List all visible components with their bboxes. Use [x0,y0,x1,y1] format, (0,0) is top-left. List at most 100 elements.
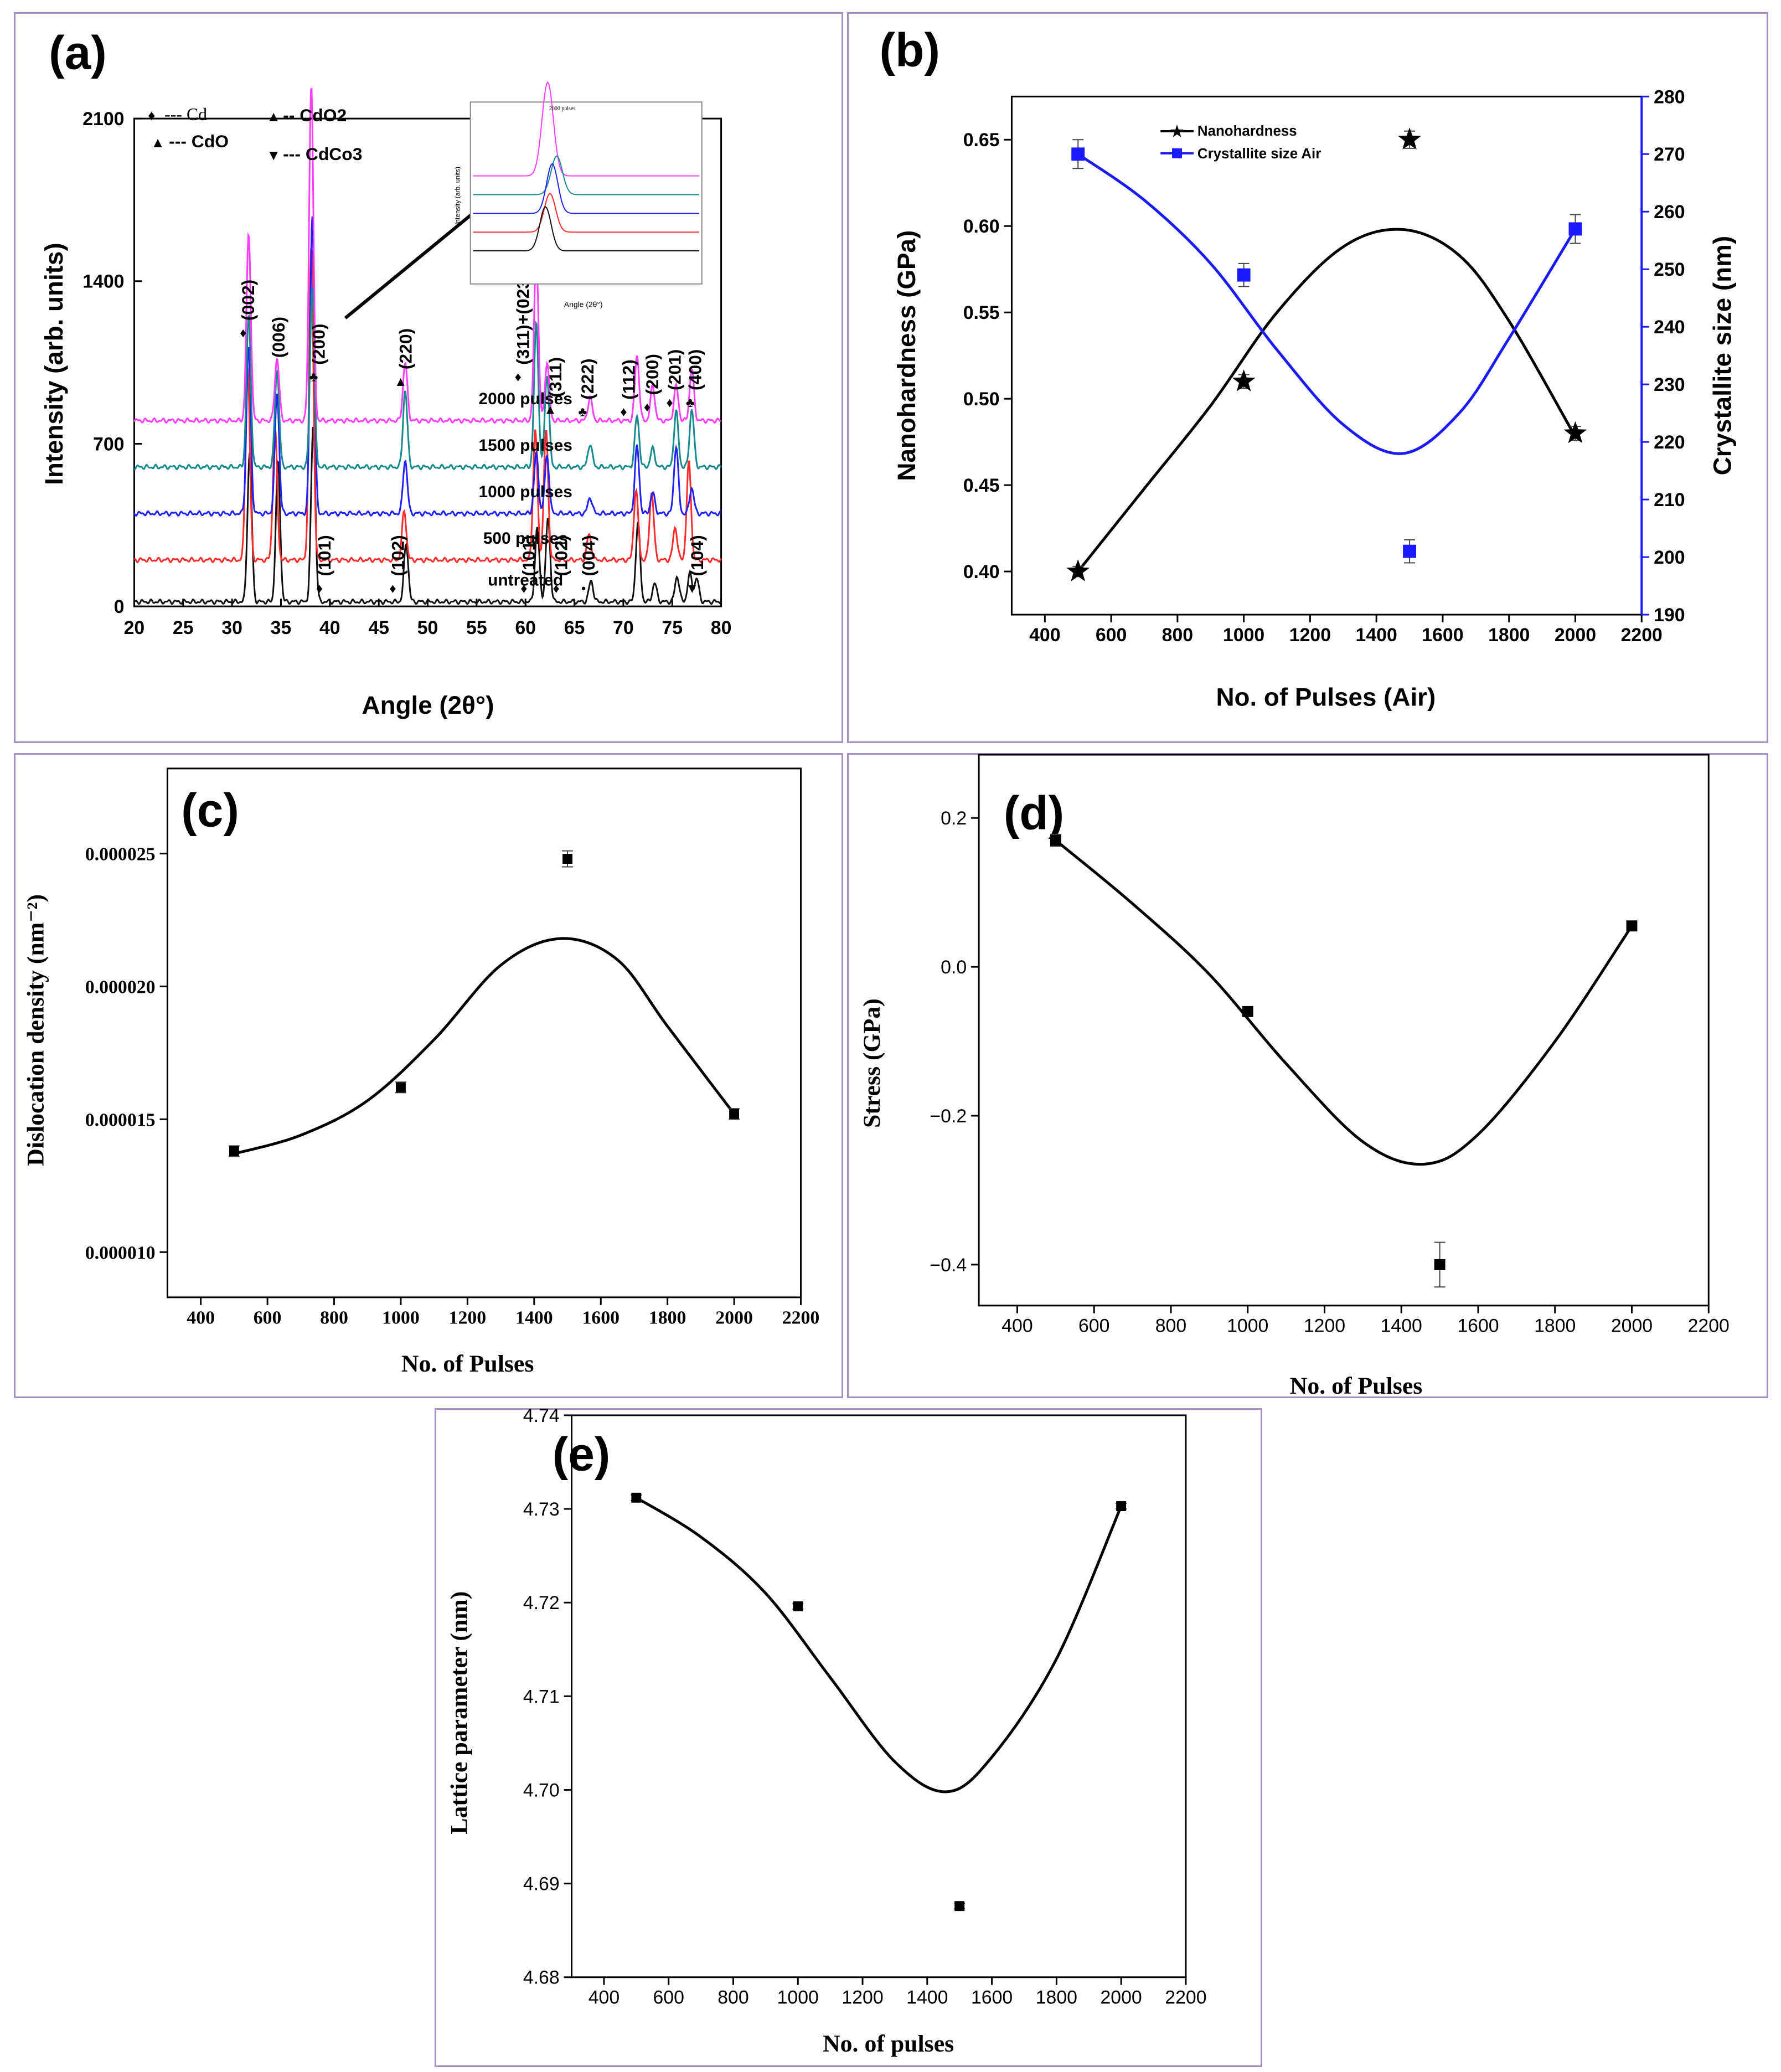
peak-marker: ♦ [240,326,246,341]
data-point [1071,147,1085,161]
x-tick-label: 1200 [842,1987,883,2008]
x-tick-label: 25 [173,617,194,638]
y-tick-label: 1400 [82,271,124,292]
peak-label: (102) [551,535,571,576]
panel-label: (a) [49,27,107,80]
y-ticks: −0.4 −0.2 0.0 0.2 [930,808,979,1276]
peak-marker: ♦ [553,581,560,596]
peak-annotation: (400) ♣ [685,349,705,410]
peak-marker: ▼ [685,581,699,596]
x-tick-label: 400 [588,1987,620,2008]
series-label: 500 pulses [483,529,568,548]
x-tick-label: 400 [1029,625,1060,646]
legend-label: Crystallite size Air [1197,146,1321,162]
fit-curve-0 [636,1496,1123,1793]
series-label: untreated [488,571,563,589]
legend-marker [1172,148,1183,158]
peak-marker: ♣ [578,405,587,420]
panel-label: (b) [880,24,940,77]
x-ticks: 400 600 800 1000 1200 1400 1600 1800 2000 2200 [1029,615,1663,646]
x-tick-label: 2000 [1555,625,1596,646]
peak-label: (104) [687,535,707,576]
peak-annotation: (222) ♣ [577,358,597,419]
x-tick-label: 2200 [1165,1987,1206,2008]
stress-chart: (d) 400 600 800 1000 1200 1400 1600 1800 2000 220… [859,754,1730,1399]
peak-annotation: (311) ▲ [544,357,565,417]
y-axis-label: Dislocation density (nm⁻²) [23,894,49,1166]
x-tick-label: 600 [1078,1316,1109,1337]
data-point [562,854,572,864]
y2-tick-label: 200 [1654,547,1685,568]
xrd-line-3 [134,287,722,471]
x-tick-label: 70 [613,617,634,638]
inset-chart: 2000 pulses Angle (2θ°) Intensity (arb. … [454,81,703,309]
legend: ♦ --- Cd ▲ --- CdO ▲ -- CdO2 ▼ --- CdCo3 [148,105,362,164]
peak-label: (220) [396,328,416,369]
peak-label: (101) [314,535,334,576]
y-tick-label: 0.000015 [85,1110,156,1130]
y-ticks: 0.40 0.45 0.50 0.55 0.60 0.65 [963,130,1012,583]
y2-tick-label: 210 [1654,489,1685,511]
inset-line-4 [473,206,699,252]
peak-marker: • [581,581,586,596]
y-tick-label: 0.000020 [85,977,156,997]
peak-label: (311) [545,357,565,398]
y2-ticks: 190 200 210 220 230 240 250 260 270 280 [1641,86,1685,626]
plot-frame [166,767,802,1298]
x-tick-label: 1800 [1488,625,1530,646]
inset-line-0 [473,81,699,177]
y-axis-label: Intensity (arb. units) [40,243,68,485]
y-tick-label: −0.2 [930,1106,967,1127]
x-tick-label: 1600 [1422,625,1463,646]
peak-annotation: (004) • [579,535,598,596]
panel-a-xrd: (a) 20 25 30 35 40 45 50 55 60 65 70 75 80 0 700 1400 2… [14,12,843,743]
legend-symbol: ▲ [151,135,165,151]
x-tick-label: 1200 [449,1308,487,1328]
y-tick-label: −0.4 [930,1255,967,1276]
series-label: 1000 pulses [479,483,572,501]
y-tick-label: 0.50 [963,389,1000,410]
peak-annotation: (200) ♣ [308,323,328,384]
x-tick-label: 1600 [1457,1316,1499,1337]
peak-label: (006) [269,317,288,358]
x-tick-label: 1600 [582,1308,620,1328]
data-point [793,1601,803,1611]
data-point [1434,1259,1446,1270]
peak-label: (201) [665,349,685,390]
y2-tick-label: 220 [1654,432,1685,453]
peak-label: (200) [308,323,328,364]
peak-marker: ♦ [520,581,527,596]
panel-label: (c) [181,784,239,837]
x-tick-label: 1400 [906,1987,948,2008]
y-tick-label: 0.40 [963,561,1000,583]
y-tick-label: 4.69 [523,1874,560,1895]
x-tick-label: 1000 [1223,625,1264,646]
peak-marker: ▲ [394,374,407,389]
y-tick-label: 0.45 [963,475,1000,496]
x-tick-label: 1200 [1304,1316,1345,1337]
y-tick-label: 0.60 [963,216,1000,237]
x-tick-label: 2200 [1621,625,1663,646]
x-tick-label: 1200 [1289,625,1331,646]
x-tick-label: 800 [1162,625,1193,646]
y-ticks: 4.68 4.69 4.70 4.71 4.72 4.73 4.74 [523,1405,572,1988]
peak-annotation: (101) ♦ [314,535,334,596]
inset-line-1 [473,155,699,195]
peak-label: (400) [685,349,705,390]
x-tick-label: 400 [187,1308,215,1328]
x-tick-label: 600 [254,1308,282,1328]
peak-annotation: (002) ♦ [238,280,258,341]
peak-marker: ♦ [389,581,396,596]
y-tick-label: 4.70 [523,1780,560,1801]
panel-e-lattice: (e) 400 600 800 1000 1200 1400 1600 1800 2000 220… [435,1405,1262,2067]
data-point [1563,421,1587,444]
x-tick-label: 1800 [1534,1316,1576,1337]
fit-curve-0 [234,937,736,1156]
legend-symbol: ♦ [148,108,155,123]
xrd-line-1 [134,248,722,564]
peak-annotation: (220) ▲ [394,328,416,389]
plot-frame [978,754,1710,1307]
peak-label: (112) [618,359,638,400]
inset-y-label: Intensity (arb. units) [454,167,462,225]
data-point [1626,920,1638,932]
